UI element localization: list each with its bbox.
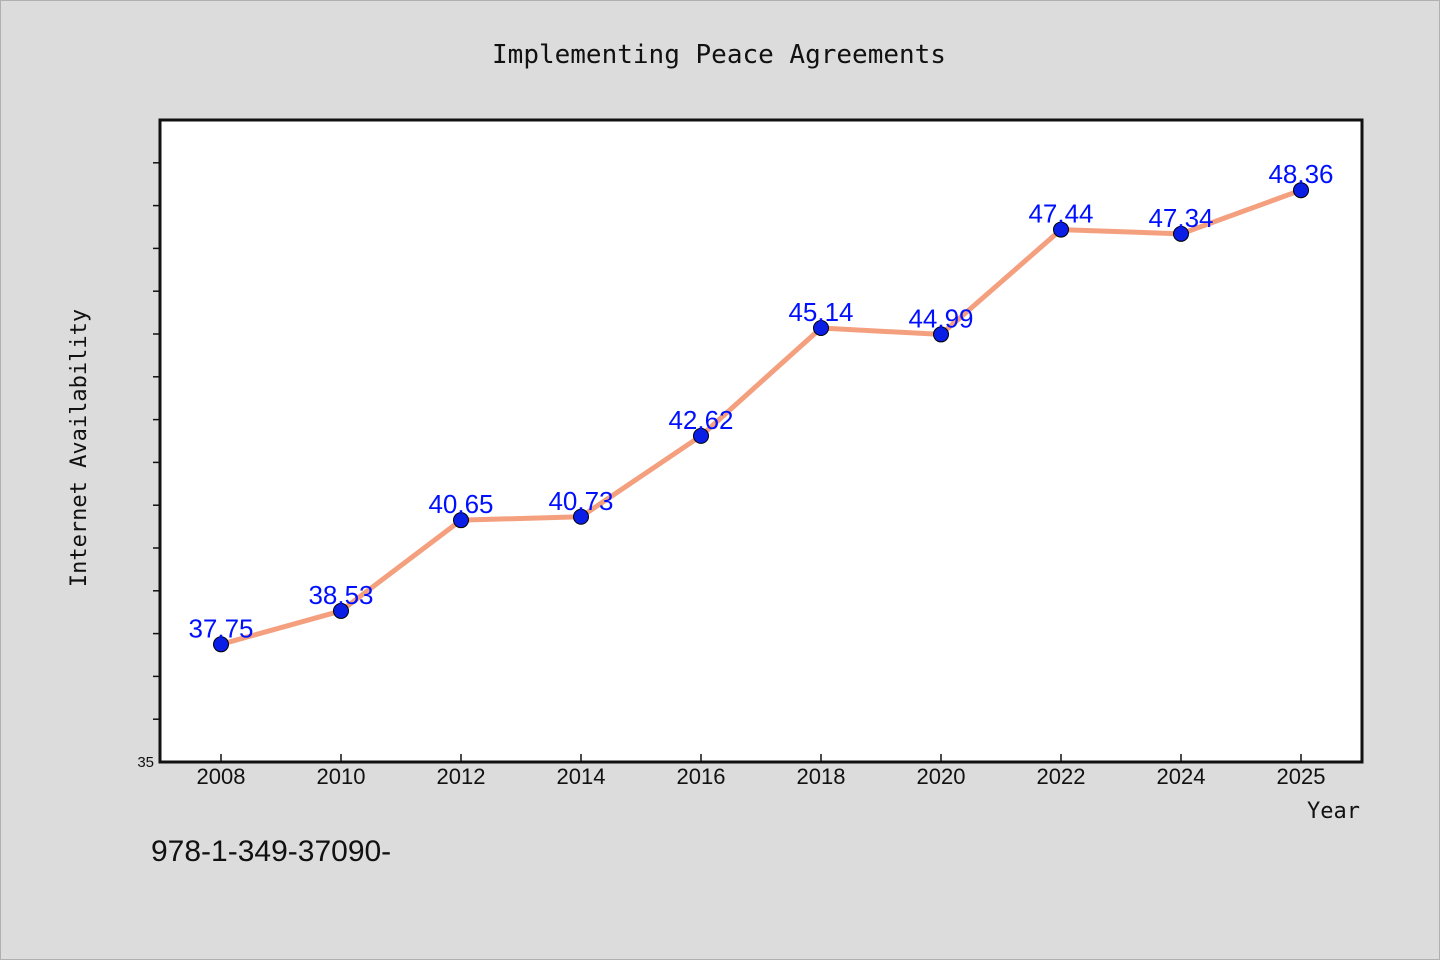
data-point [813, 320, 829, 337]
data-point [573, 508, 589, 525]
x-tick-label: 2012 [437, 764, 486, 789]
y-axis-ticks: 35 [137, 162, 160, 771]
series-line [218, 187, 1304, 647]
data-point [693, 427, 709, 444]
data-label: 44.99 [908, 303, 973, 333]
data-point [1053, 221, 1069, 238]
data-label: 40.73 [548, 486, 613, 516]
data-label: 45.14 [788, 297, 853, 327]
x-tick-label: 2018 [797, 764, 846, 789]
x-tick-label: 2025 [1277, 764, 1326, 789]
data-label: 48.36 [1268, 159, 1333, 189]
plot-area [158, 118, 1364, 764]
x-tick-label: 2008 [197, 764, 246, 789]
x-tick-label: 2014 [557, 764, 606, 789]
x-tick-label: 2016 [677, 764, 726, 789]
y-tick-label: 35 [137, 754, 154, 771]
data-label: 47.34 [1148, 203, 1213, 233]
x-tick-label: 2022 [1037, 764, 1086, 789]
data-point [453, 512, 469, 529]
x-tick-label: 2020 [917, 764, 966, 789]
data-point [933, 326, 949, 343]
x-axis-ticks: 2008 2010 2012 2014 2016 2018 2020 2022 2024 2025 [197, 754, 1326, 789]
data-point [1173, 225, 1189, 242]
isbn-footer-text: 978-1-349-37090- [151, 835, 392, 868]
data-point [333, 602, 349, 619]
data-point [213, 636, 229, 653]
data-label: 42.62 [668, 405, 733, 435]
chart-title: Implementing Peace Agreements [492, 40, 946, 70]
data-label: 37.75 [188, 613, 253, 643]
data-label: 40.65 [428, 489, 493, 519]
x-tick-label: 2010 [317, 764, 366, 789]
data-label: 38.53 [308, 580, 373, 610]
x-tick-label: 2024 [1157, 764, 1206, 789]
data-label: 47.44 [1028, 199, 1093, 229]
data-labels: 37.75 38.53 40.65 40.73 42.62 45.14 44.99 47.44… [188, 159, 1333, 643]
data-point [1293, 182, 1309, 199]
series-markers [213, 182, 1309, 653]
y-axis-label: Internet Availability [67, 309, 92, 587]
x-axis-label: Year [1307, 799, 1360, 824]
